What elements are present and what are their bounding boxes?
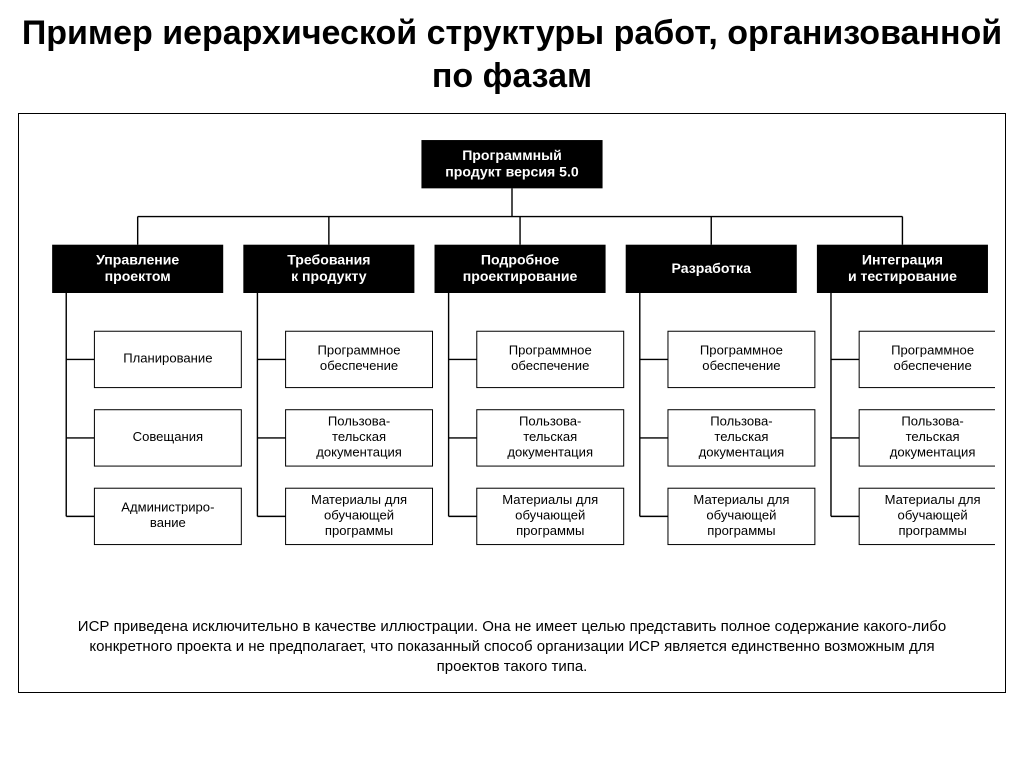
svg-text:Материалы дляобучающейпрограмм: Материалы дляобучающейпрограммы <box>693 492 789 538</box>
leaf-0-2: Администриро-вание <box>94 488 241 544</box>
leaf-2-2: Материалы дляобучающейпрограммы <box>477 488 624 544</box>
branch-head-1: Требованияк продукту <box>243 245 414 293</box>
svg-text:Программноеобеспечение: Программноеобеспечение <box>700 343 783 373</box>
leaf-4-2: Материалы дляобучающейпрограммы <box>859 488 995 544</box>
svg-text:Интеграцияи тестирование: Интеграцияи тестирование <box>848 251 957 284</box>
svg-text:Управлениепроектом: Управлениепроектом <box>96 251 179 284</box>
svg-text:Материалы дляобучающейпрограмм: Материалы дляобучающейпрограммы <box>502 492 598 538</box>
svg-text:Разработка: Разработка <box>672 260 752 276</box>
leaf-3-1: Пользова-тельскаядокументация <box>668 410 815 466</box>
leaf-3-2: Материалы дляобучающейпрограммы <box>668 488 815 544</box>
leaf-0-0: Планирование <box>94 331 241 387</box>
wbs-diagram: Программныйпродукт версия 5.0 Управлениеп… <box>29 132 995 605</box>
leaf-4-1: Пользова-тельскаядокументация <box>859 410 995 466</box>
branch-head-2: Подробноепроектирование <box>435 245 606 293</box>
svg-text:Требованияк продукту: Требованияк продукту <box>287 251 370 284</box>
branch-head-0: Управлениепроектом <box>52 245 223 293</box>
page-title: Пример иерархической структуры работ, ор… <box>18 12 1006 97</box>
diagram-frame: Программныйпродукт версия 5.0 Управлениеп… <box>18 113 1006 693</box>
root-node: Программныйпродукт версия 5.0 <box>421 140 602 188</box>
svg-text:Планирование: Планирование <box>123 351 212 366</box>
svg-text:Программноеобеспечение: Программноеобеспечение <box>891 343 974 373</box>
leaf-1-2: Материалы дляобучающейпрограммы <box>286 488 433 544</box>
svg-text:Материалы дляобучающейпрограмм: Материалы дляобучающейпрограммы <box>885 492 981 538</box>
leaf-3-0: Программноеобеспечение <box>668 331 815 387</box>
leaf-2-0: Программноеобеспечение <box>477 331 624 387</box>
leaf-1-0: Программноеобеспечение <box>286 331 433 387</box>
svg-text:Программноеобеспечение: Программноеобеспечение <box>318 343 401 373</box>
svg-text:Материалы дляобучающейпрограмм: Материалы дляобучающейпрограммы <box>311 492 407 538</box>
branch-head-3: Разработка <box>626 245 797 293</box>
svg-text:Программныйпродукт версия 5.0: Программныйпродукт версия 5.0 <box>445 147 579 180</box>
leaf-2-1: Пользова-тельскаядокументация <box>477 410 624 466</box>
diagram-caption: ИСР приведена исключительно в качестве и… <box>29 617 995 678</box>
branch-head-4: Интеграцияи тестирование <box>817 245 988 293</box>
leaf-1-1: Пользова-тельскаядокументация <box>286 410 433 466</box>
leaf-0-1: Совещания <box>94 410 241 466</box>
svg-text:Программноеобеспечение: Программноеобеспечение <box>509 343 592 373</box>
svg-text:Совещания: Совещания <box>133 429 203 444</box>
leaf-4-0: Программноеобеспечение <box>859 331 995 387</box>
